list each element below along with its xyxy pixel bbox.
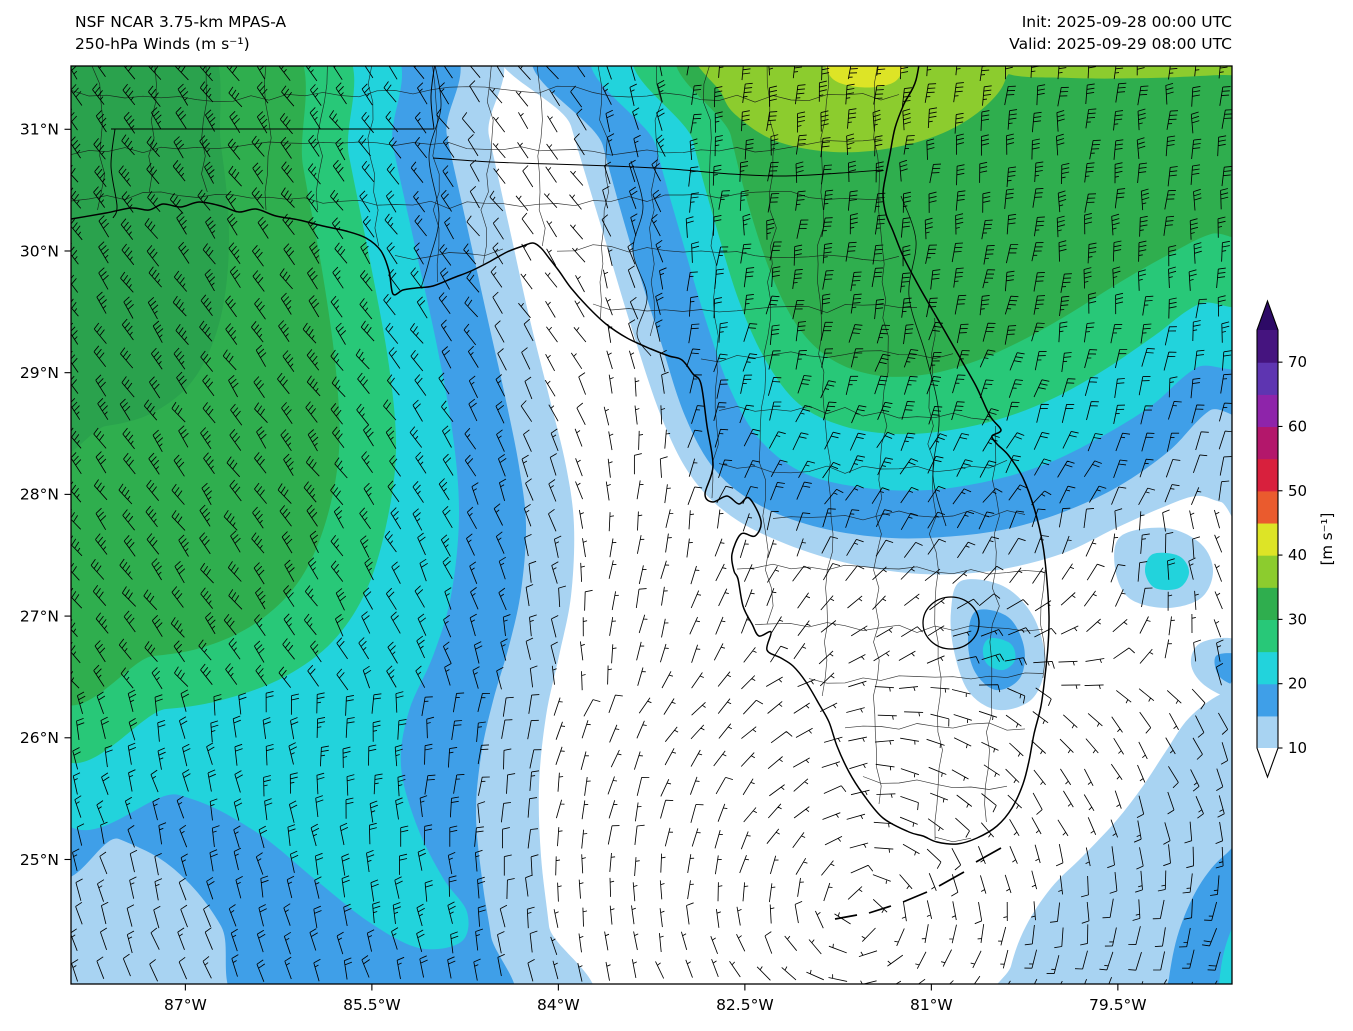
contour-fill	[1214, 653, 1232, 685]
colorbar: 10 20 30 40 50 60 70 [m s⁻¹]	[1256, 299, 1336, 779]
colorbar-outline	[1256, 299, 1279, 779]
x-tick-label: 81°W	[910, 996, 953, 1014]
x-tick-label: 79.5°W	[1089, 996, 1147, 1014]
state-border	[430, 66, 435, 130]
title-model: NSF NCAR 3.75-km MPAS-A	[75, 13, 287, 31]
contour-fill	[825, 66, 905, 88]
state-border	[110, 128, 118, 219]
y-tick-label: 27°N	[20, 607, 59, 625]
y-tick-label: 31°N	[20, 121, 59, 139]
x-tick-label: 85.5°W	[343, 996, 401, 1014]
river	[630, 160, 652, 357]
contour-fill	[1219, 928, 1232, 984]
y-tick-label: 30°N	[20, 242, 59, 260]
contour-fill	[698, 66, 1018, 153]
map-plot-area	[71, 66, 1232, 984]
y-tick-label: 25°N	[20, 851, 59, 869]
river	[900, 195, 947, 527]
y-tick-label: 28°N	[20, 486, 59, 504]
y-tick-label: 26°N	[20, 729, 59, 747]
title-field: 250-hPa Winds (m s⁻¹)	[75, 35, 250, 53]
lake-okeechobee	[922, 596, 980, 650]
river	[420, 66, 442, 289]
contour-fill	[71, 66, 229, 452]
colorbar-tick-label: 60	[1288, 417, 1307, 435]
florida-keys	[834, 847, 1002, 920]
x-tick-label: 87°W	[164, 996, 207, 1014]
contour-fill	[1144, 552, 1189, 591]
colorbar-gradient	[1257, 301, 1278, 777]
colorbar-tick-label: 10	[1288, 739, 1307, 757]
x-tick-label: 82.5°W	[716, 996, 774, 1014]
contour-fill	[1167, 847, 1232, 984]
valid-time-label: Valid: 2025-09-29 08:00 UTC	[1009, 35, 1232, 53]
colorbar-tick-label: 20	[1288, 675, 1307, 693]
contour-fill	[1190, 637, 1232, 699]
colorbar-tick-label: 30	[1288, 610, 1307, 628]
colorbar-units-label: [m s⁻¹]	[1318, 513, 1336, 566]
colorbar-tick-label: 50	[1288, 482, 1307, 500]
axis-ticks: 87°W 85.5°W 84°W 82.5°W 81°W 79.5°W 31°N 30°N 29…	[20, 121, 1147, 1014]
wind-barbs	[71, 66, 1232, 984]
map-border	[70, 65, 1233, 985]
coastline	[71, 66, 1050, 845]
colorbar-tick-label: 70	[1288, 353, 1307, 371]
init-time-label: Init: 2025-09-28 00:00 UTC	[1022, 13, 1232, 31]
x-tick-label: 84°W	[537, 996, 580, 1014]
county-boundaries	[71, 66, 1046, 843]
colorbar-tick-label: 40	[1288, 546, 1307, 564]
y-tick-label: 29°N	[20, 364, 59, 382]
wind-speed-filled-contours	[71, 66, 1232, 984]
contour-fill	[997, 681, 1232, 984]
